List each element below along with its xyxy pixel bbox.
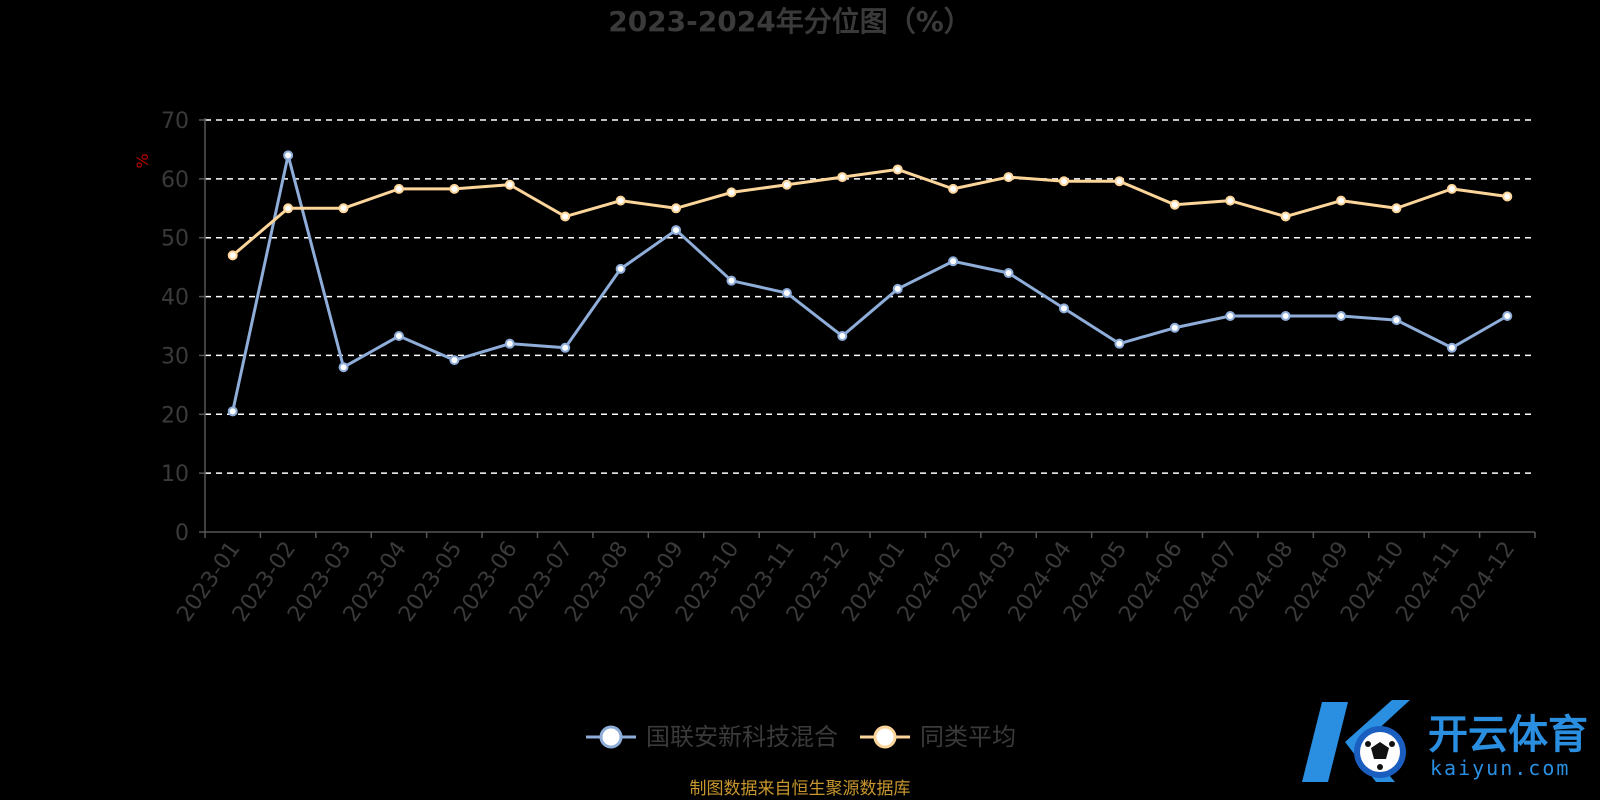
data-point-fund[interactable] (1446, 342, 1457, 353)
data-point-average[interactable] (726, 187, 737, 198)
data-point-fund[interactable] (1169, 322, 1180, 333)
data-point-average[interactable] (1058, 176, 1069, 187)
source-note: 制图数据来自恒生聚源数据库 (690, 779, 911, 799)
data-point-fund[interactable] (1114, 338, 1125, 349)
legend: 国联安新科技混合 同类平均 (586, 723, 1016, 751)
data-point-fund[interactable] (948, 256, 959, 267)
data-point-average[interactable] (1336, 195, 1347, 206)
kaiyun-logo-icon (1302, 700, 1410, 782)
data-point-fund[interactable] (504, 338, 515, 349)
y-tick-label: 0 (175, 521, 189, 546)
data-point-average[interactable] (1114, 176, 1125, 187)
data-point-average[interactable] (393, 183, 404, 194)
legend-marker (599, 725, 623, 749)
data-point-average[interactable] (560, 211, 571, 222)
data-point-average[interactable] (671, 203, 682, 214)
data-point-fund[interactable] (671, 225, 682, 236)
y-tick-label: 70 (161, 109, 189, 134)
chart-title: 2023-2024年分位图（%） (608, 5, 972, 38)
data-point-fund[interactable] (449, 355, 460, 366)
legend-label-fund: 国联安新科技混合 (646, 723, 838, 751)
x-tick-labels: 2023-012023-022023-032023-042023-052023-… (172, 537, 1520, 627)
y-tick-label: 40 (161, 286, 189, 311)
data-point-average[interactable] (1003, 172, 1014, 183)
watermark-logo: 开云体育 kaiyun.com (1302, 700, 1588, 782)
watermark-brand-cn: 开云体育 (1428, 712, 1588, 758)
data-point-average[interactable] (449, 183, 460, 194)
data-point-average[interactable] (1391, 203, 1402, 214)
data-point-fund[interactable] (338, 362, 349, 373)
data-point-fund[interactable] (1336, 310, 1347, 321)
grid (205, 119, 1535, 474)
data-point-average[interactable] (1280, 211, 1291, 222)
data-point-average[interactable] (781, 179, 792, 190)
data-point-fund[interactable] (892, 283, 903, 294)
data-point-average[interactable] (1446, 183, 1457, 194)
y-tick-label: 50 (161, 227, 189, 252)
data-point-average[interactable] (892, 164, 903, 175)
data-point-fund[interactable] (1391, 315, 1402, 326)
data-point-fund[interactable] (1058, 303, 1069, 314)
data-point-fund[interactable] (781, 288, 792, 299)
data-point-fund[interactable] (1502, 310, 1513, 321)
data-point-average[interactable] (283, 203, 294, 214)
data-point-fund[interactable] (227, 406, 238, 417)
data-point-fund[interactable] (283, 150, 294, 161)
data-point-average[interactable] (227, 250, 238, 261)
data-point-fund[interactable] (393, 331, 404, 342)
data-point-fund[interactable] (1003, 268, 1014, 279)
watermark-brand-en: kaiyun.com (1430, 756, 1570, 780)
data-point-average[interactable] (837, 172, 848, 183)
data-point-fund[interactable] (1280, 310, 1291, 321)
y-tick-label: 60 (161, 168, 189, 193)
legend-label-average: 同类平均 (920, 723, 1016, 751)
data-point-average[interactable] (948, 183, 959, 194)
data-point-fund[interactable] (1225, 310, 1236, 321)
legend-item-average[interactable]: 同类平均 (860, 723, 1016, 751)
y-tick-label: 10 (161, 462, 189, 487)
axes (199, 118, 1536, 538)
data-point-fund[interactable] (726, 275, 737, 286)
data-point-average[interactable] (1502, 191, 1513, 202)
data-point-average[interactable] (615, 195, 626, 206)
y-tick-labels: 0 10 20 30 40 50 60 70 (161, 109, 189, 546)
data-point-average[interactable] (338, 203, 349, 214)
data-point-fund[interactable] (837, 331, 848, 342)
legend-item-fund[interactable]: 国联安新科技混合 (586, 723, 838, 751)
data-point-average[interactable] (504, 179, 515, 190)
series (227, 150, 1513, 417)
series-line-fund (231, 153, 1509, 412)
data-point-fund[interactable] (615, 263, 626, 274)
y-axis-label: % (133, 153, 152, 168)
data-point-average[interactable] (1169, 199, 1180, 210)
series-line-average (231, 167, 1508, 257)
y-tick-label: 20 (161, 403, 189, 428)
data-point-fund[interactable] (560, 342, 571, 353)
legend-marker (873, 725, 897, 749)
y-tick-label: 30 (161, 344, 189, 369)
data-point-average[interactable] (1225, 195, 1236, 206)
